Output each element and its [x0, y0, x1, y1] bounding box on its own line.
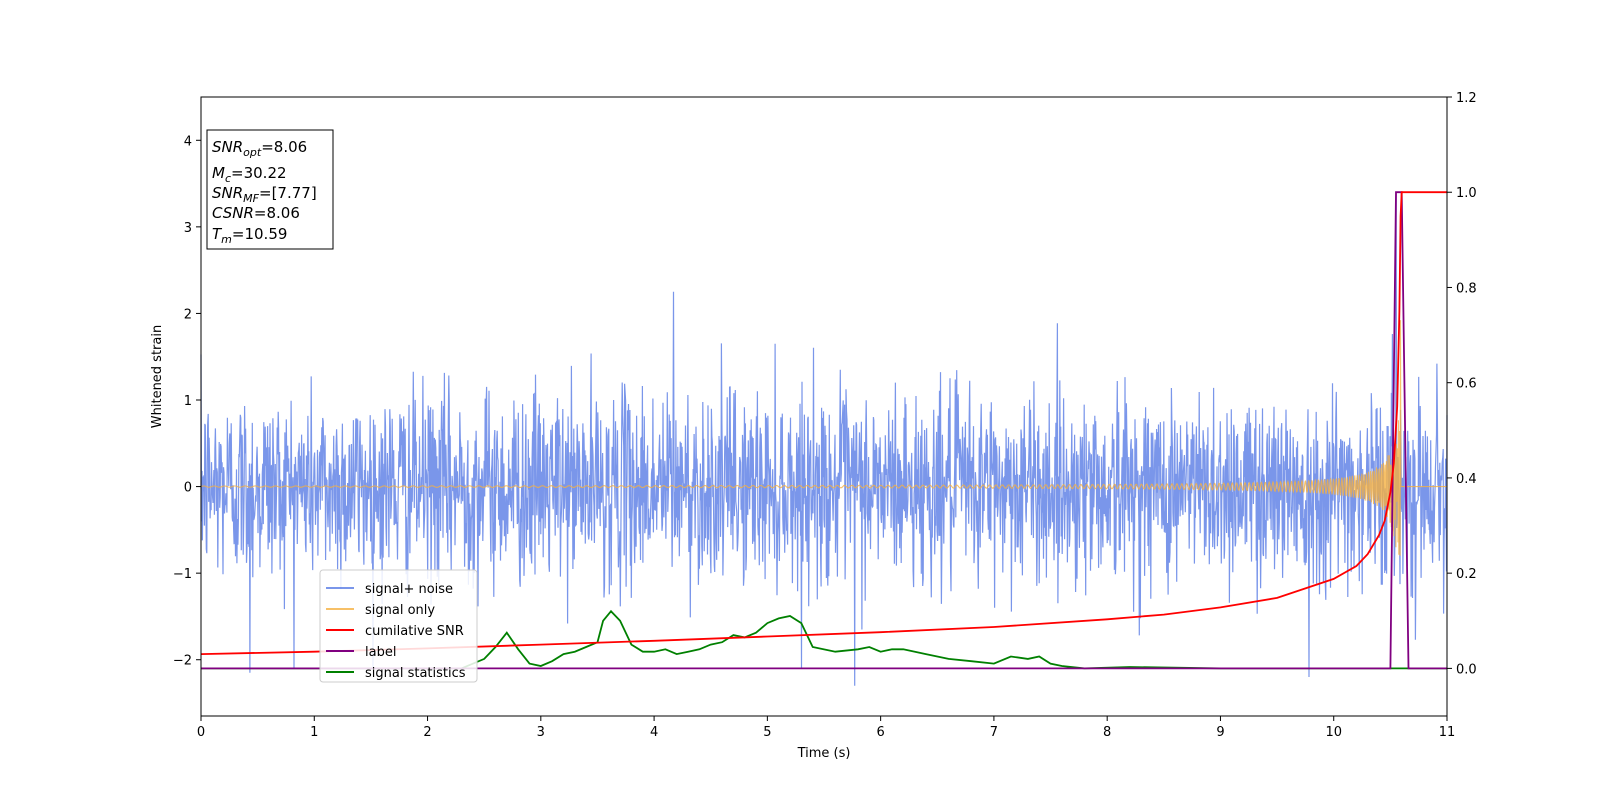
series-signal-noise [200, 193, 1448, 686]
annotation-box: SNRopt=8.06 Mc=30.22 SNRMF=[7.77] CSNR=8… [206, 129, 334, 250]
signal-series-layer [200, 320, 1447, 556]
legend-frame [319, 569, 478, 683]
plot-frame [200, 96, 1448, 717]
y-axis-label: Whitened strain [150, 325, 165, 428]
x-tick-label: 10 [1325, 725, 1342, 740]
x-tick-label: 1 [310, 725, 318, 740]
y-tick-label: −2 [173, 654, 192, 669]
y-tick-label: 1 [184, 394, 192, 409]
series-signal-only [200, 320, 1447, 556]
series-label [201, 191, 1447, 670]
legend-label: signal statistics [365, 666, 466, 681]
x-tick-label: 8 [1103, 725, 1111, 740]
x-tick-label: 4 [650, 725, 658, 740]
annotation-mc: Mc=30.22 [212, 164, 287, 185]
y2-tick-label: 0.4 [1456, 472, 1477, 487]
x-tick-label: 0 [197, 725, 205, 740]
x-tick-label: 9 [1216, 725, 1224, 740]
y-tick-label: 3 [184, 221, 192, 236]
series-signal-statistics [201, 609, 1447, 670]
legend: signal+ noise signal only cumilative SNR la… [319, 569, 478, 683]
y2-tick-label: 0.0 [1456, 662, 1477, 677]
axes-layer: 0 1 2 3 4 5 6 7 8 9 10 1143210−1−21.21.00.80.60.40.… [173, 91, 1477, 740]
legend-label: signal+ noise [365, 582, 453, 597]
y2-tick-label: 0.2 [1456, 567, 1477, 582]
y-tick-label: 0 [184, 481, 192, 496]
y2-tick-label: 1.0 [1456, 186, 1477, 201]
y-tick-label: −1 [173, 567, 192, 582]
right-axis-series-layer [200, 191, 1447, 670]
legend-label: signal only [365, 603, 435, 618]
x-tick-label: 2 [423, 725, 431, 740]
annotation-snr-opt: SNRopt=8.06 [212, 138, 307, 159]
x-tick-label: 11 [1439, 725, 1456, 740]
legend-label: label [365, 645, 396, 660]
x-tick-label: 5 [763, 725, 771, 740]
x-tick-label: 7 [990, 725, 998, 740]
y2-tick-label: 1.2 [1456, 91, 1477, 106]
y2-tick-label: 0.6 [1456, 377, 1477, 392]
annotation-snr-mf: SNRMF=[7.77] [212, 184, 317, 205]
y2-tick-label: 0.8 [1456, 281, 1477, 296]
x-tick-label: 3 [537, 725, 545, 740]
noise-series-layer [200, 193, 1448, 686]
x-axis-label: Time (s) [797, 746, 851, 761]
series-cumilative-snr [200, 191, 1447, 655]
legend-label: cumilative SNR [365, 624, 464, 639]
annotation-csnr: CSNR=8.06 [212, 204, 300, 222]
y-tick-label: 2 [184, 307, 192, 322]
annotation-tm: Tm=10.59 [212, 225, 287, 246]
x-tick-label: 6 [876, 725, 884, 740]
y-tick-label: 4 [184, 134, 192, 149]
